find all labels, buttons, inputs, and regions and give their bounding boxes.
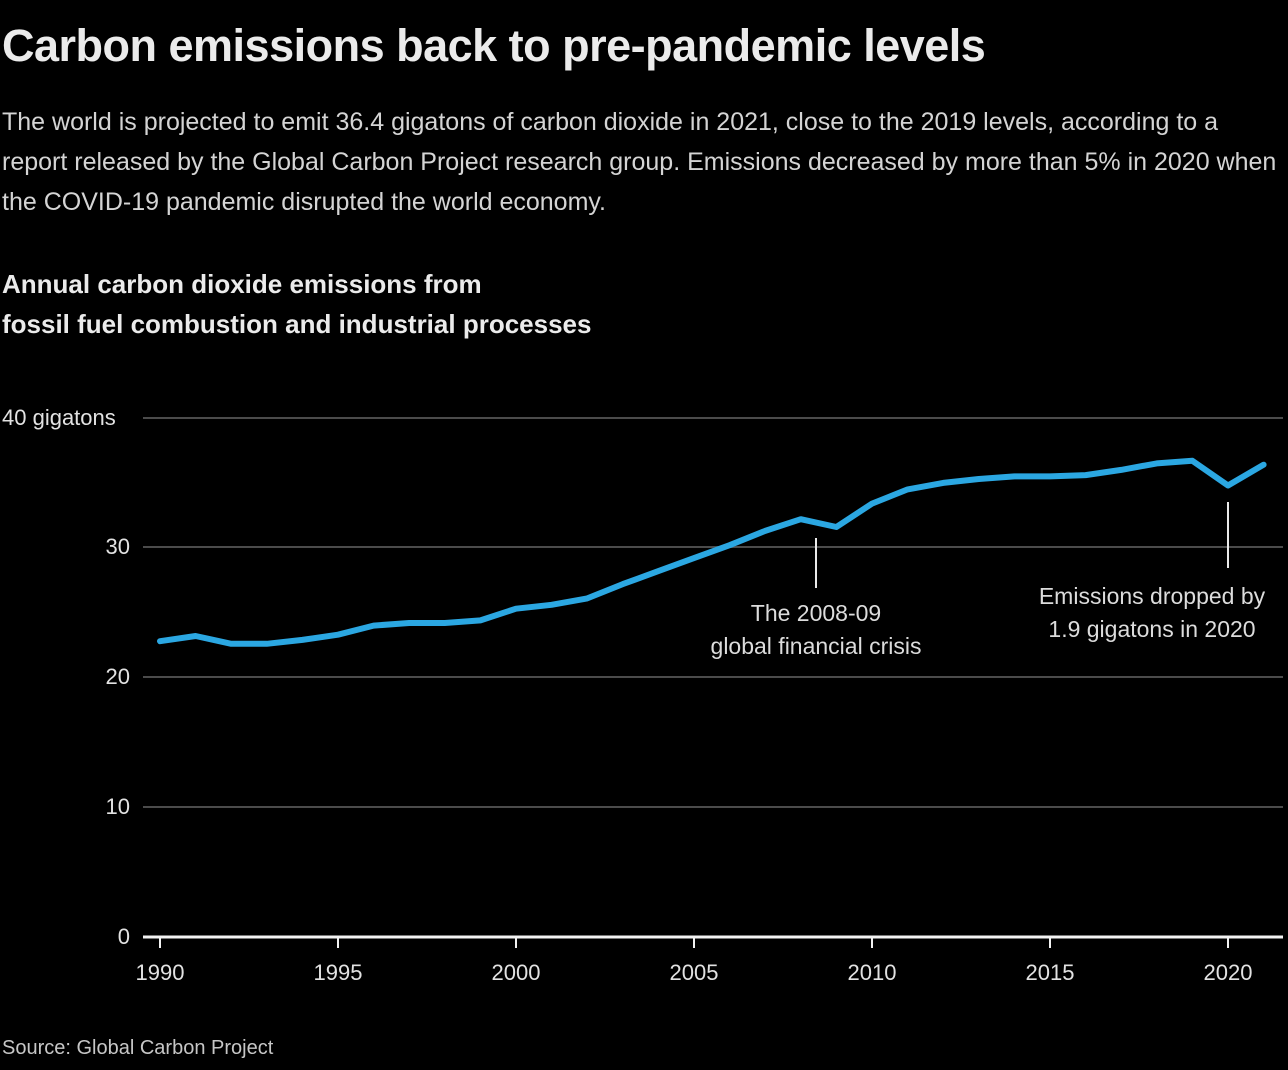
crisis-annotation: The 2008-09 global financial crisis <box>710 600 922 659</box>
y-axis-label-40-gigatons: 40 gigatons <box>2 405 116 430</box>
emissions-line <box>157 457 1267 647</box>
source-note: Source: Global Carbon Project <box>2 1037 274 1059</box>
y-axis-label-30: 30 <box>105 534 130 559</box>
x-axis-label-2005: 2005 <box>669 960 719 985</box>
description: The world is projected to emit 36.4 giga… <box>2 108 1277 216</box>
x-axis-label-2010: 2010 <box>847 960 897 985</box>
headline: Carbon emissions back to pre-pandemic le… <box>2 20 986 71</box>
y-axis-label-0: 0 <box>117 924 130 949</box>
x-axis-label-2000: 2000 <box>491 960 541 985</box>
drop-2020-annotation: Emissions dropped by 1.9 gigatons in 202… <box>1038 583 1266 642</box>
chart-subtitle: Annual carbon dioxide emissions from fos… <box>2 269 592 339</box>
x-axis-label-1990: 1990 <box>135 960 185 985</box>
y-axis-label-10: 10 <box>105 794 130 819</box>
x-axis-label-2015: 2015 <box>1025 960 1075 985</box>
x-axis-label-2020: 2020 <box>1203 960 1253 985</box>
y-axis-label-20: 20 <box>105 664 130 689</box>
x-axis-label-1995: 1995 <box>313 960 363 985</box>
